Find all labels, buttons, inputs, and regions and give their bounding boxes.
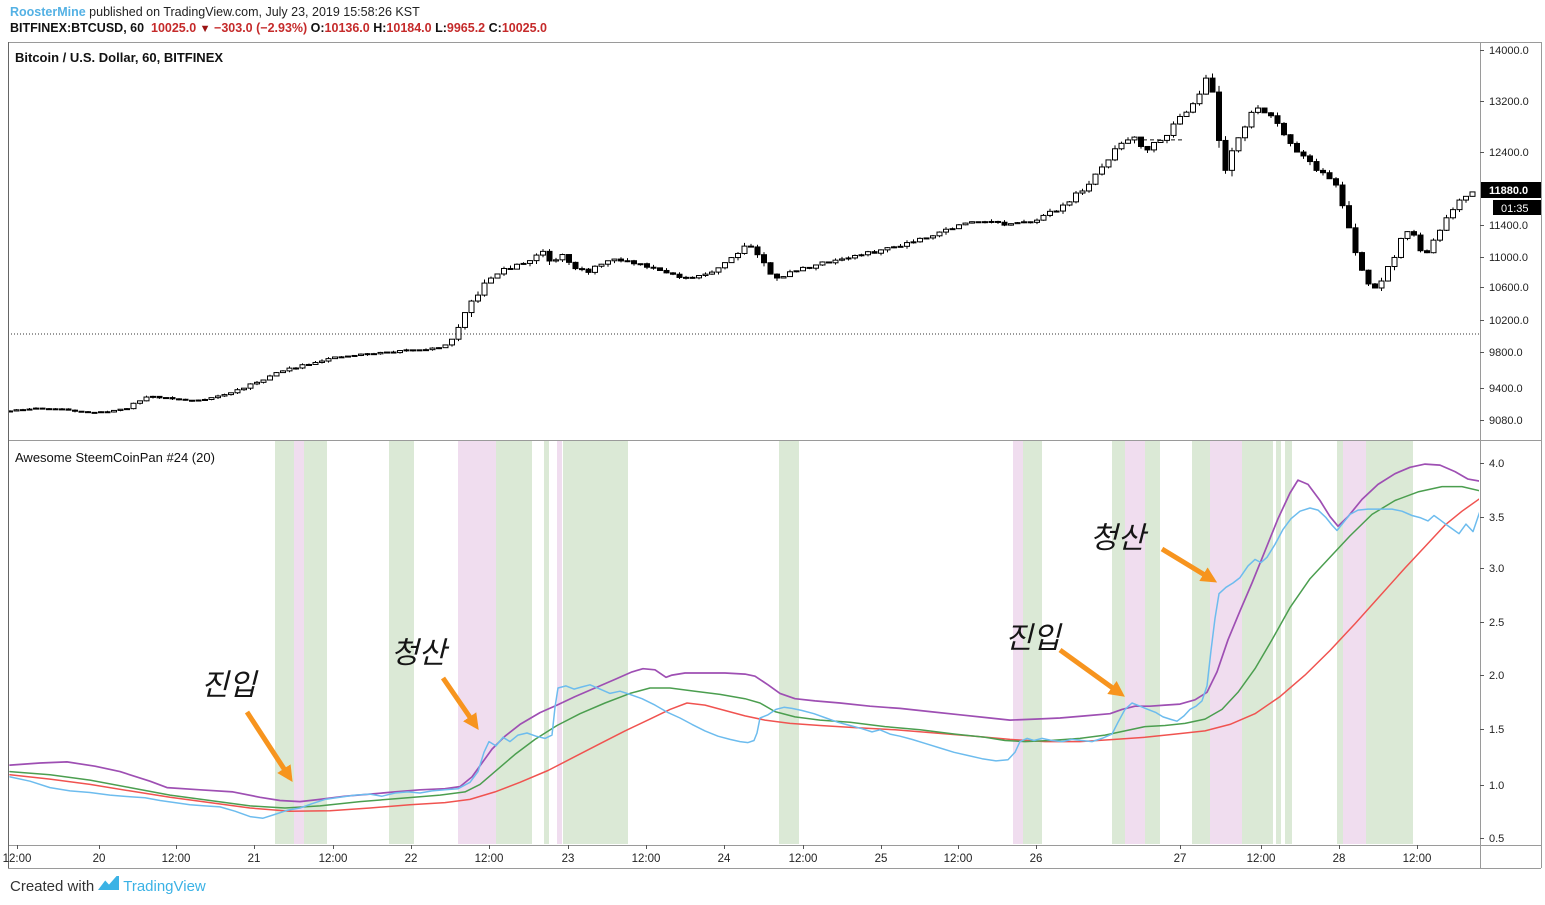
axis-label: 11000.0: [1489, 252, 1528, 264]
last-price-badge: 11880.0 01:35: [1481, 182, 1541, 215]
signal-blue-line: [9, 507, 1479, 819]
axis-label: 3.5: [1489, 512, 1504, 524]
time-label: 12:00: [789, 853, 818, 865]
created-with-label: Created with: [10, 877, 95, 895]
axis-label: 2.0: [1489, 670, 1504, 682]
axis-label: 0.5: [1489, 833, 1504, 845]
time-label: 27: [1174, 853, 1187, 865]
axis-label: 9800.0: [1489, 347, 1523, 359]
annotation-arrow-3[interactable]: [1058, 647, 1125, 697]
symbol-quote-bar: BITFINEX:BTCUSD, 60 10025.0 ▼ −303.0 (−2…: [10, 21, 547, 37]
axis-label: 10600.0: [1489, 282, 1529, 294]
axis-label: 1.5: [1489, 724, 1504, 736]
axis-label: 12400.0: [1489, 147, 1529, 159]
candlestick-series[interactable]: [8, 73, 1476, 414]
close-label: C:: [488, 21, 502, 35]
time-label: 12:00: [944, 853, 973, 865]
annotation-arrows[interactable]: [244, 546, 1218, 783]
time-label: 12:00: [162, 853, 191, 865]
time-label: 23: [562, 853, 575, 865]
svg-text:01:35: 01:35: [1501, 203, 1529, 215]
axis-label: 9080.0: [1489, 415, 1523, 427]
price-level-lines: [9, 139, 1479, 335]
time-label: 12:00: [319, 853, 348, 865]
time-axis[interactable]: 12:00 20 12:00 21 12:00 22 12:00 23 12:00 24 12:00…: [3, 845, 1432, 865]
axis-label: 4.0: [1489, 458, 1504, 470]
annotation-arrow-2[interactable]: [440, 676, 479, 730]
high-label: H:: [373, 21, 387, 35]
axis-label: 14000.0: [1489, 45, 1529, 57]
axis-label: 1.0: [1489, 780, 1504, 792]
axis-label: 11400.0: [1489, 220, 1528, 232]
time-label: 12:00: [475, 853, 504, 865]
indicator-pane-title: Awesome SteemCoinPan #24 (20): [15, 450, 215, 465]
annotation-exit-2[interactable]: 청산: [1090, 521, 1146, 556]
time-label: 21: [248, 853, 261, 865]
chart-frame: [8, 42, 1542, 869]
footer: Created with TradingView: [10, 876, 206, 896]
author-name[interactable]: RoosterMine: [10, 5, 86, 19]
high-value: 10184.0: [386, 21, 432, 35]
tradingview-logo-icon[interactable]: [98, 876, 120, 896]
axis-label: 9400.0: [1489, 383, 1523, 395]
axis-label: 3.0: [1489, 563, 1504, 575]
signal-red-line: [9, 498, 1479, 812]
publish-header: RoosterMine published on TradingView.com…: [10, 5, 420, 20]
down-arrow-icon: ▼: [199, 23, 211, 35]
time-label: 12:00: [632, 853, 661, 865]
axis-label: 13200.0: [1489, 96, 1529, 108]
axis-label: 10200.0: [1489, 315, 1529, 327]
time-label: 12:00: [3, 853, 32, 865]
time-label: 12:00: [1403, 853, 1432, 865]
time-label: 28: [1333, 853, 1346, 865]
highlight-bands: [275, 441, 1413, 844]
last-price: 10025.0: [151, 21, 197, 35]
low-value: 9965.2: [446, 21, 486, 35]
symbol-name: BITFINEX:BTCUSD, 60: [10, 21, 145, 35]
publish-info: published on TradingView.com, July 23, 2…: [85, 5, 420, 19]
annotation-arrow-1[interactable]: [244, 710, 293, 783]
svg-text:11880.0: 11880.0: [1489, 185, 1528, 197]
price-axis[interactable]: 14000.0 13200.0 12400.0 11400.0 11000.0 10600…: [1480, 45, 1529, 845]
annotation-arrow-4[interactable]: [1160, 546, 1218, 583]
time-label: 12:00: [1247, 853, 1276, 865]
time-label: 25: [875, 853, 888, 865]
time-label: 22: [405, 853, 418, 865]
main-pane-title: Bitcoin / U.S. Dollar, 60, BITFINEX: [15, 50, 224, 65]
annotation-exit-1[interactable]: 청산: [391, 636, 447, 671]
open-value: 10136.0: [324, 21, 370, 35]
bar-countdown: [1493, 200, 1541, 215]
tradingview-brand-link[interactable]: TradingView: [123, 877, 206, 895]
time-label: 24: [718, 853, 731, 865]
indicator-lines: [9, 463, 1479, 819]
low-label: L:: [435, 21, 447, 35]
axis-label: 2.5: [1489, 617, 1504, 629]
signal-green-line: [9, 485, 1479, 809]
price-change: −303.0 (−2.93%): [214, 21, 308, 35]
open-label: O:: [310, 21, 325, 35]
time-label: 20: [93, 853, 106, 865]
annotation-entry-1[interactable]: 진입: [201, 668, 257, 703]
time-label: 26: [1030, 853, 1043, 865]
close-value: 10025.0: [501, 21, 548, 35]
annotation-entry-2[interactable]: 진입: [1005, 621, 1061, 656]
